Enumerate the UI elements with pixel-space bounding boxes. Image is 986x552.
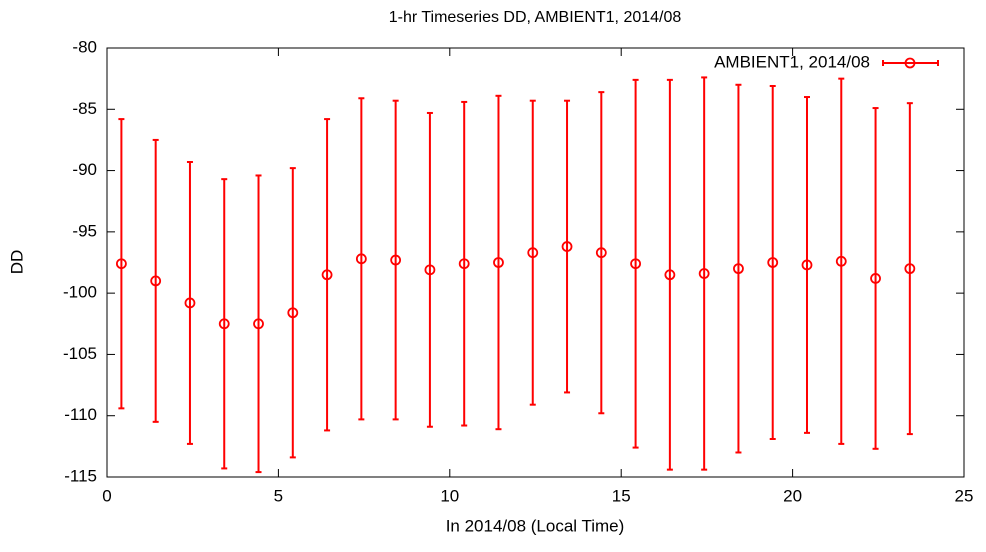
error-bar	[666, 78, 673, 471]
point	[595, 247, 607, 259]
error-bar	[769, 84, 776, 441]
error-bar	[118, 118, 125, 410]
y-tick-label: -80	[72, 37, 97, 56]
point	[493, 257, 504, 268]
error-bar	[495, 94, 502, 431]
y-tick-label: -100	[63, 283, 97, 302]
error-bar	[529, 99, 536, 406]
error-bar	[152, 138, 159, 423]
legend-label: AMBIENT1, 2014/08	[714, 52, 870, 71]
error-bar	[255, 174, 262, 474]
x-tick-label: 0	[102, 486, 111, 505]
point	[630, 258, 641, 270]
error-bar	[186, 160, 193, 445]
point	[218, 318, 230, 330]
point	[115, 258, 127, 270]
y-tick-label: -95	[72, 221, 97, 240]
point	[424, 264, 436, 276]
error-bar	[289, 167, 296, 459]
error-bar	[564, 99, 571, 394]
point	[767, 257, 779, 268]
x-tick-label: 10	[440, 486, 459, 505]
y-tick-label: -90	[72, 160, 97, 179]
error-bar	[324, 118, 331, 432]
point	[150, 275, 162, 287]
point	[733, 263, 744, 275]
point	[355, 253, 367, 265]
y-tick-label: -110	[64, 405, 97, 424]
point	[664, 269, 676, 281]
y-axis-label: DD	[7, 250, 26, 275]
x-axis-label: In 2014/08 (Local Time)	[446, 516, 625, 535]
point	[287, 307, 299, 319]
error-bar	[838, 77, 845, 445]
x-tick-label: 25	[955, 486, 974, 505]
error-bar	[872, 107, 879, 450]
error-bar	[598, 91, 605, 415]
error-bar	[803, 96, 810, 434]
legend-marker	[904, 57, 916, 69]
error-bar	[221, 178, 228, 470]
y-tick-label: -105	[63, 344, 97, 363]
point	[698, 268, 710, 279]
point	[253, 318, 264, 330]
point	[458, 258, 470, 270]
plot-frame	[106, 47, 965, 478]
error-bar	[735, 83, 742, 454]
chart-title: 1-hr Timeseries DD, AMBIENT1, 2014/08	[389, 9, 682, 26]
error-bar	[392, 99, 399, 421]
error-bar	[906, 102, 913, 436]
point	[801, 259, 813, 271]
point	[904, 263, 916, 275]
point	[835, 255, 847, 267]
error-bar	[461, 100, 468, 427]
error-bar	[358, 97, 365, 421]
error-bar	[632, 78, 639, 449]
point	[561, 241, 573, 252]
point	[870, 273, 881, 284]
point	[321, 269, 333, 281]
x-tick-label: 20	[783, 486, 802, 505]
y-tick-label: -115	[64, 466, 97, 485]
point	[527, 247, 539, 259]
error-bar	[701, 76, 708, 471]
point	[390, 254, 402, 266]
error-bar	[426, 111, 433, 428]
point	[184, 297, 196, 309]
x-tick-label: 15	[612, 486, 631, 505]
y-tick-label: -85	[72, 99, 97, 118]
x-tick-label: 5	[274, 486, 283, 505]
